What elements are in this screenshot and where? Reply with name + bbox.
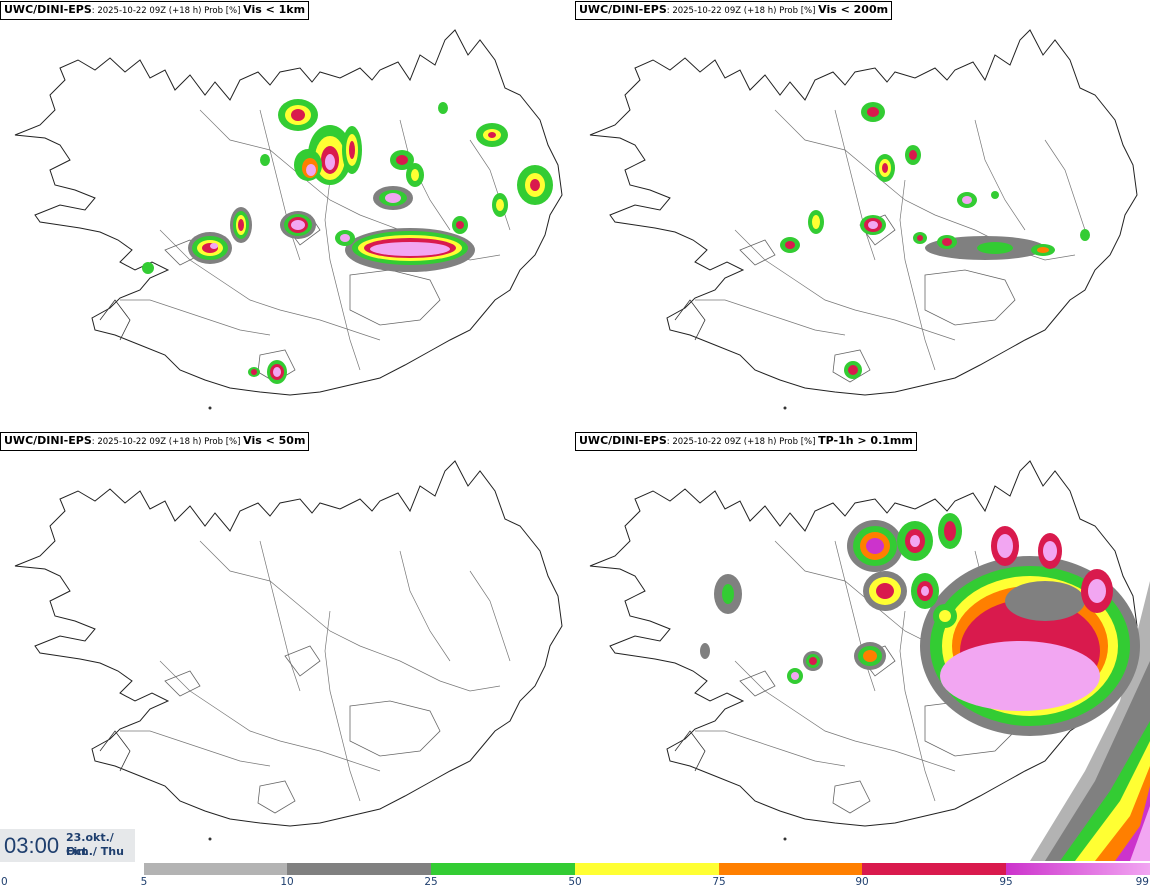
map-vis-1km — [14, 29, 563, 430]
prob-blobs — [780, 102, 1090, 379]
valid-time-box: 03:00 23.okt./ Oct Fim./ Thu — [0, 829, 135, 862]
valid-time: 03:00 — [4, 833, 60, 858]
map-vis-200m — [589, 29, 1138, 430]
map-panel-vis-1km: UWC/DINI-EPS: 2025-10-22 09Z (+18 h) Pro… — [0, 0, 575, 430]
panel-title: UWC/DINI-EPS: 2025-10-22 09Z (+18 h) Pro… — [575, 1, 893, 20]
legend-swatch-95-99 — [1006, 863, 1150, 875]
map-panel-vis-50m: UWC/DINI-EPS: 2025-10-22 09Z (+18 h) Pro… — [0, 431, 575, 861]
legend-tick: 0 — [1, 876, 8, 888]
panel-title: UWC/DINI-EPS: 2025-10-22 09Z (+18 h) Pro… — [575, 432, 917, 451]
legend-swatch-5-10 — [144, 863, 287, 875]
panel-title: UWC/DINI-EPS: 2025-10-22 09Z (+18 h) Pro… — [0, 432, 310, 451]
legend-tick: 50 — [568, 876, 582, 888]
map-panel-tp-1h: UWC/DINI-EPS: 2025-10-22 09Z (+18 h) Pro… — [575, 431, 1150, 861]
probability-legend — [144, 863, 1150, 875]
legend-tick: 10 — [280, 876, 294, 888]
map-vis-50m — [14, 460, 563, 861]
legend-tick: 90 — [855, 876, 869, 888]
legend-tick: 95 — [999, 876, 1013, 888]
map-panel-vis-200m: UWC/DINI-EPS: 2025-10-22 09Z (+18 h) Pro… — [575, 0, 1150, 430]
legend-tick: 5 — [140, 876, 148, 888]
prob-blobs — [142, 99, 553, 384]
legend-swatch-25-50 — [431, 863, 575, 875]
legend-tick: 75 — [712, 876, 726, 888]
legend-swatch-10-25 — [287, 863, 431, 875]
legend-swatch-90-95 — [862, 863, 1006, 875]
panel-title: UWC/DINI-EPS: 2025-10-22 09Z (+18 h) Pro… — [0, 1, 310, 20]
valid-day: Fim./ Thu — [66, 845, 124, 858]
legend-swatch-50-75 — [575, 863, 719, 875]
legend-tick: 99 — [1135, 876, 1149, 888]
map-tp-1h — [589, 460, 1150, 861]
prob-blobs — [700, 513, 1150, 861]
valid-date: 23.okt./ Oct — [66, 831, 114, 858]
legend-tick: 25 — [424, 876, 438, 888]
legend-swatch-75-90 — [719, 863, 862, 875]
